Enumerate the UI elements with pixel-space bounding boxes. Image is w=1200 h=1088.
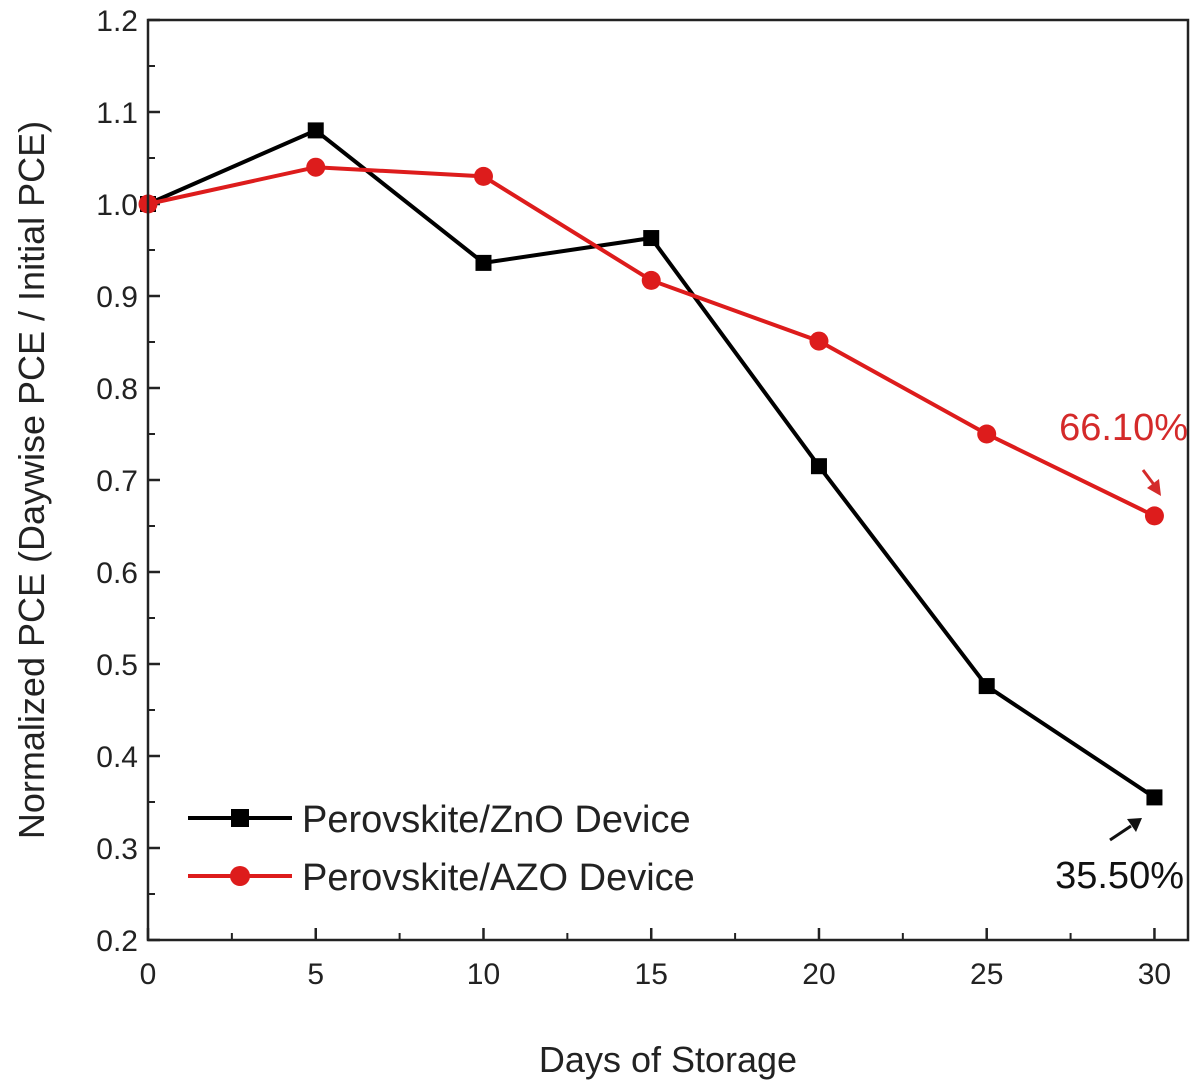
annotation-azo-arrow-head (1147, 479, 1161, 496)
x-tick-label: 20 (802, 958, 835, 991)
annotation-zno: 35.50% (1055, 818, 1184, 897)
y-tick-label: 1.2 (96, 5, 138, 38)
legend: Perovskite/ZnO Device Perovskite/AZO Dev… (188, 799, 695, 899)
annotation-zno-arrow-shaft (1109, 824, 1132, 842)
plot-frame (146, 18, 1190, 942)
y-tick-label: 0.7 (96, 465, 138, 498)
data-point-zno (810, 458, 827, 475)
data-point-azo (809, 331, 829, 351)
y-tick-label: 0.8 (96, 373, 138, 406)
data-point-zno (643, 230, 660, 247)
data-point-zno (1146, 789, 1163, 806)
y-tick-label: 0.3 (96, 833, 138, 866)
series-line-azo (147, 165, 1156, 518)
x-tick-label: 0 (140, 958, 157, 991)
y-tick-label: 0.6 (96, 557, 138, 590)
x-axis-ticks: 0 5 10 15 20 25 30 (140, 928, 1171, 991)
y-tick-label: 1.0 (96, 189, 138, 222)
y-tick-label: 0.4 (96, 741, 138, 774)
data-point-zno (307, 122, 324, 139)
legend-item-azo: Perovskite/AZO Device (188, 857, 695, 899)
x-tick-label: 10 (467, 958, 500, 991)
data-point-zno (978, 678, 995, 695)
x-tick-label: 25 (970, 958, 1003, 991)
x-tick-label: 30 (1138, 958, 1171, 991)
annotation-zno-arrow-head (1127, 818, 1142, 832)
x-tick-label: 15 (635, 958, 668, 991)
y-tick-label: 1.1 (96, 97, 138, 130)
y-tick-label: 0.2 (96, 925, 138, 958)
legend-marker-zno (231, 809, 249, 827)
data-point-zno (475, 254, 492, 271)
data-point-azo (306, 157, 326, 177)
data-point-azo (473, 166, 493, 186)
series-zno (140, 122, 1163, 806)
y-axis-ticks: 0.2 0.3 0.4 0.5 0.6 0.7 0.8 0.9 1.0 1.1 1.2 (96, 5, 160, 958)
series-azo (138, 157, 1164, 526)
data-point-azo (1144, 506, 1164, 526)
legend-marker-azo (230, 866, 250, 886)
annotation-azo: 66.10% (1059, 407, 1188, 496)
y-axis-title: Normalized PCE (Daywise PCE / Initial PC… (11, 121, 52, 839)
legend-label-azo: Perovskite/AZO Device (302, 857, 695, 899)
y-tick-label: 0.9 (96, 281, 138, 314)
x-axis-title: Days of Storage (539, 1039, 797, 1080)
x-tick-label: 5 (307, 958, 324, 991)
legend-item-zno: Perovskite/ZnO Device (188, 799, 691, 841)
annotation-zno-label: 35.50% (1055, 855, 1184, 897)
series-layer (138, 122, 1164, 806)
annotation-azo-label: 66.10% (1059, 407, 1188, 449)
data-point-azo (977, 424, 997, 444)
y-tick-label: 0.5 (96, 649, 138, 682)
legend-label-zno: Perovskite/ZnO Device (302, 799, 691, 841)
data-point-azo (641, 270, 661, 290)
annotation-azo-arrow-shaft (1141, 469, 1157, 487)
